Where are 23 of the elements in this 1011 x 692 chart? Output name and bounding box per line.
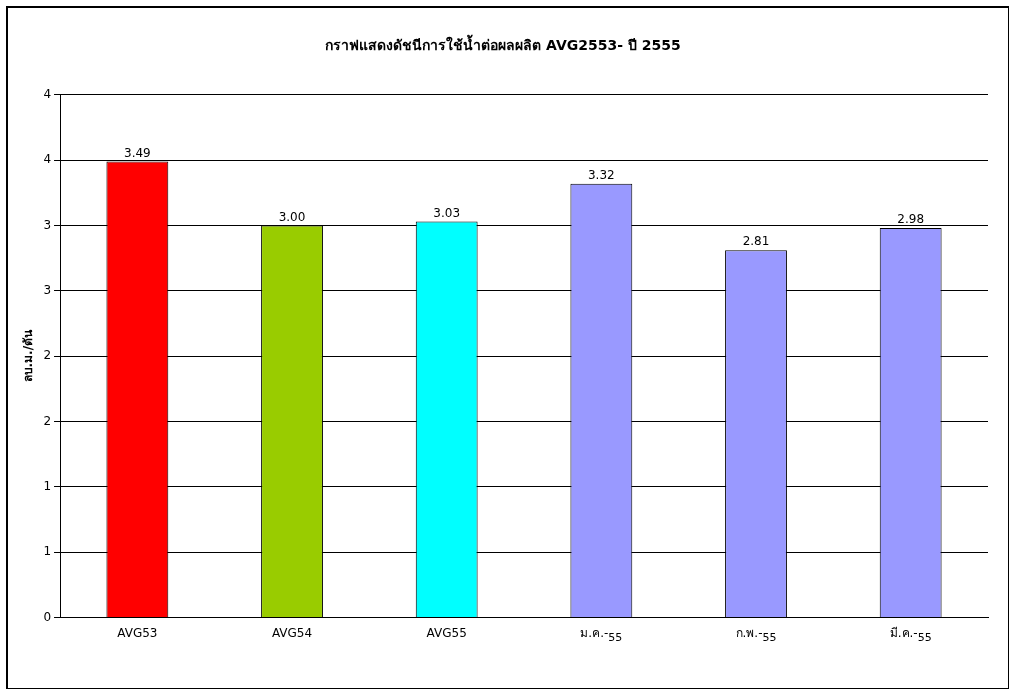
y-tick-label: 3 — [43, 282, 52, 297]
y-tick-label: 3 — [43, 217, 52, 232]
y-tick-label: 2 — [43, 413, 52, 428]
x-tick-label: ก.พ.-55 — [735, 625, 777, 645]
y-axis-title: ลบ.ม./ตัน — [21, 328, 36, 383]
y-tick-label: 2 — [43, 348, 52, 363]
x-tick-label: ม.ค.-55 — [580, 625, 623, 645]
x-tick-label: AVG54 — [271, 625, 313, 640]
data-label: 3.03 — [433, 205, 461, 220]
y-tick-label: 0 — [43, 609, 52, 624]
x-tick-label: AVG55 — [426, 625, 467, 640]
data-label: 3.49 — [124, 145, 151, 160]
y-tick-label: 4 — [43, 152, 52, 167]
data-label: 2.81 — [742, 234, 770, 249]
data-label: 2.98 — [897, 212, 925, 227]
y-tick-label: 1 — [43, 544, 52, 559]
data-label: 3.00 — [278, 209, 306, 224]
y-tick-label: 1 — [43, 479, 52, 494]
data-label: 3.32 — [587, 167, 615, 182]
chart-title: กราฟแสดงดัชนีการใช้น้ำต่อผลผลิต AVG2553- ปี 2555 — [325, 34, 681, 54]
x-tick-label: AVG53 — [117, 625, 158, 640]
x-tick-label: มี.ค.-55 — [889, 625, 932, 645]
y-tick-label: 4 — [43, 86, 52, 101]
